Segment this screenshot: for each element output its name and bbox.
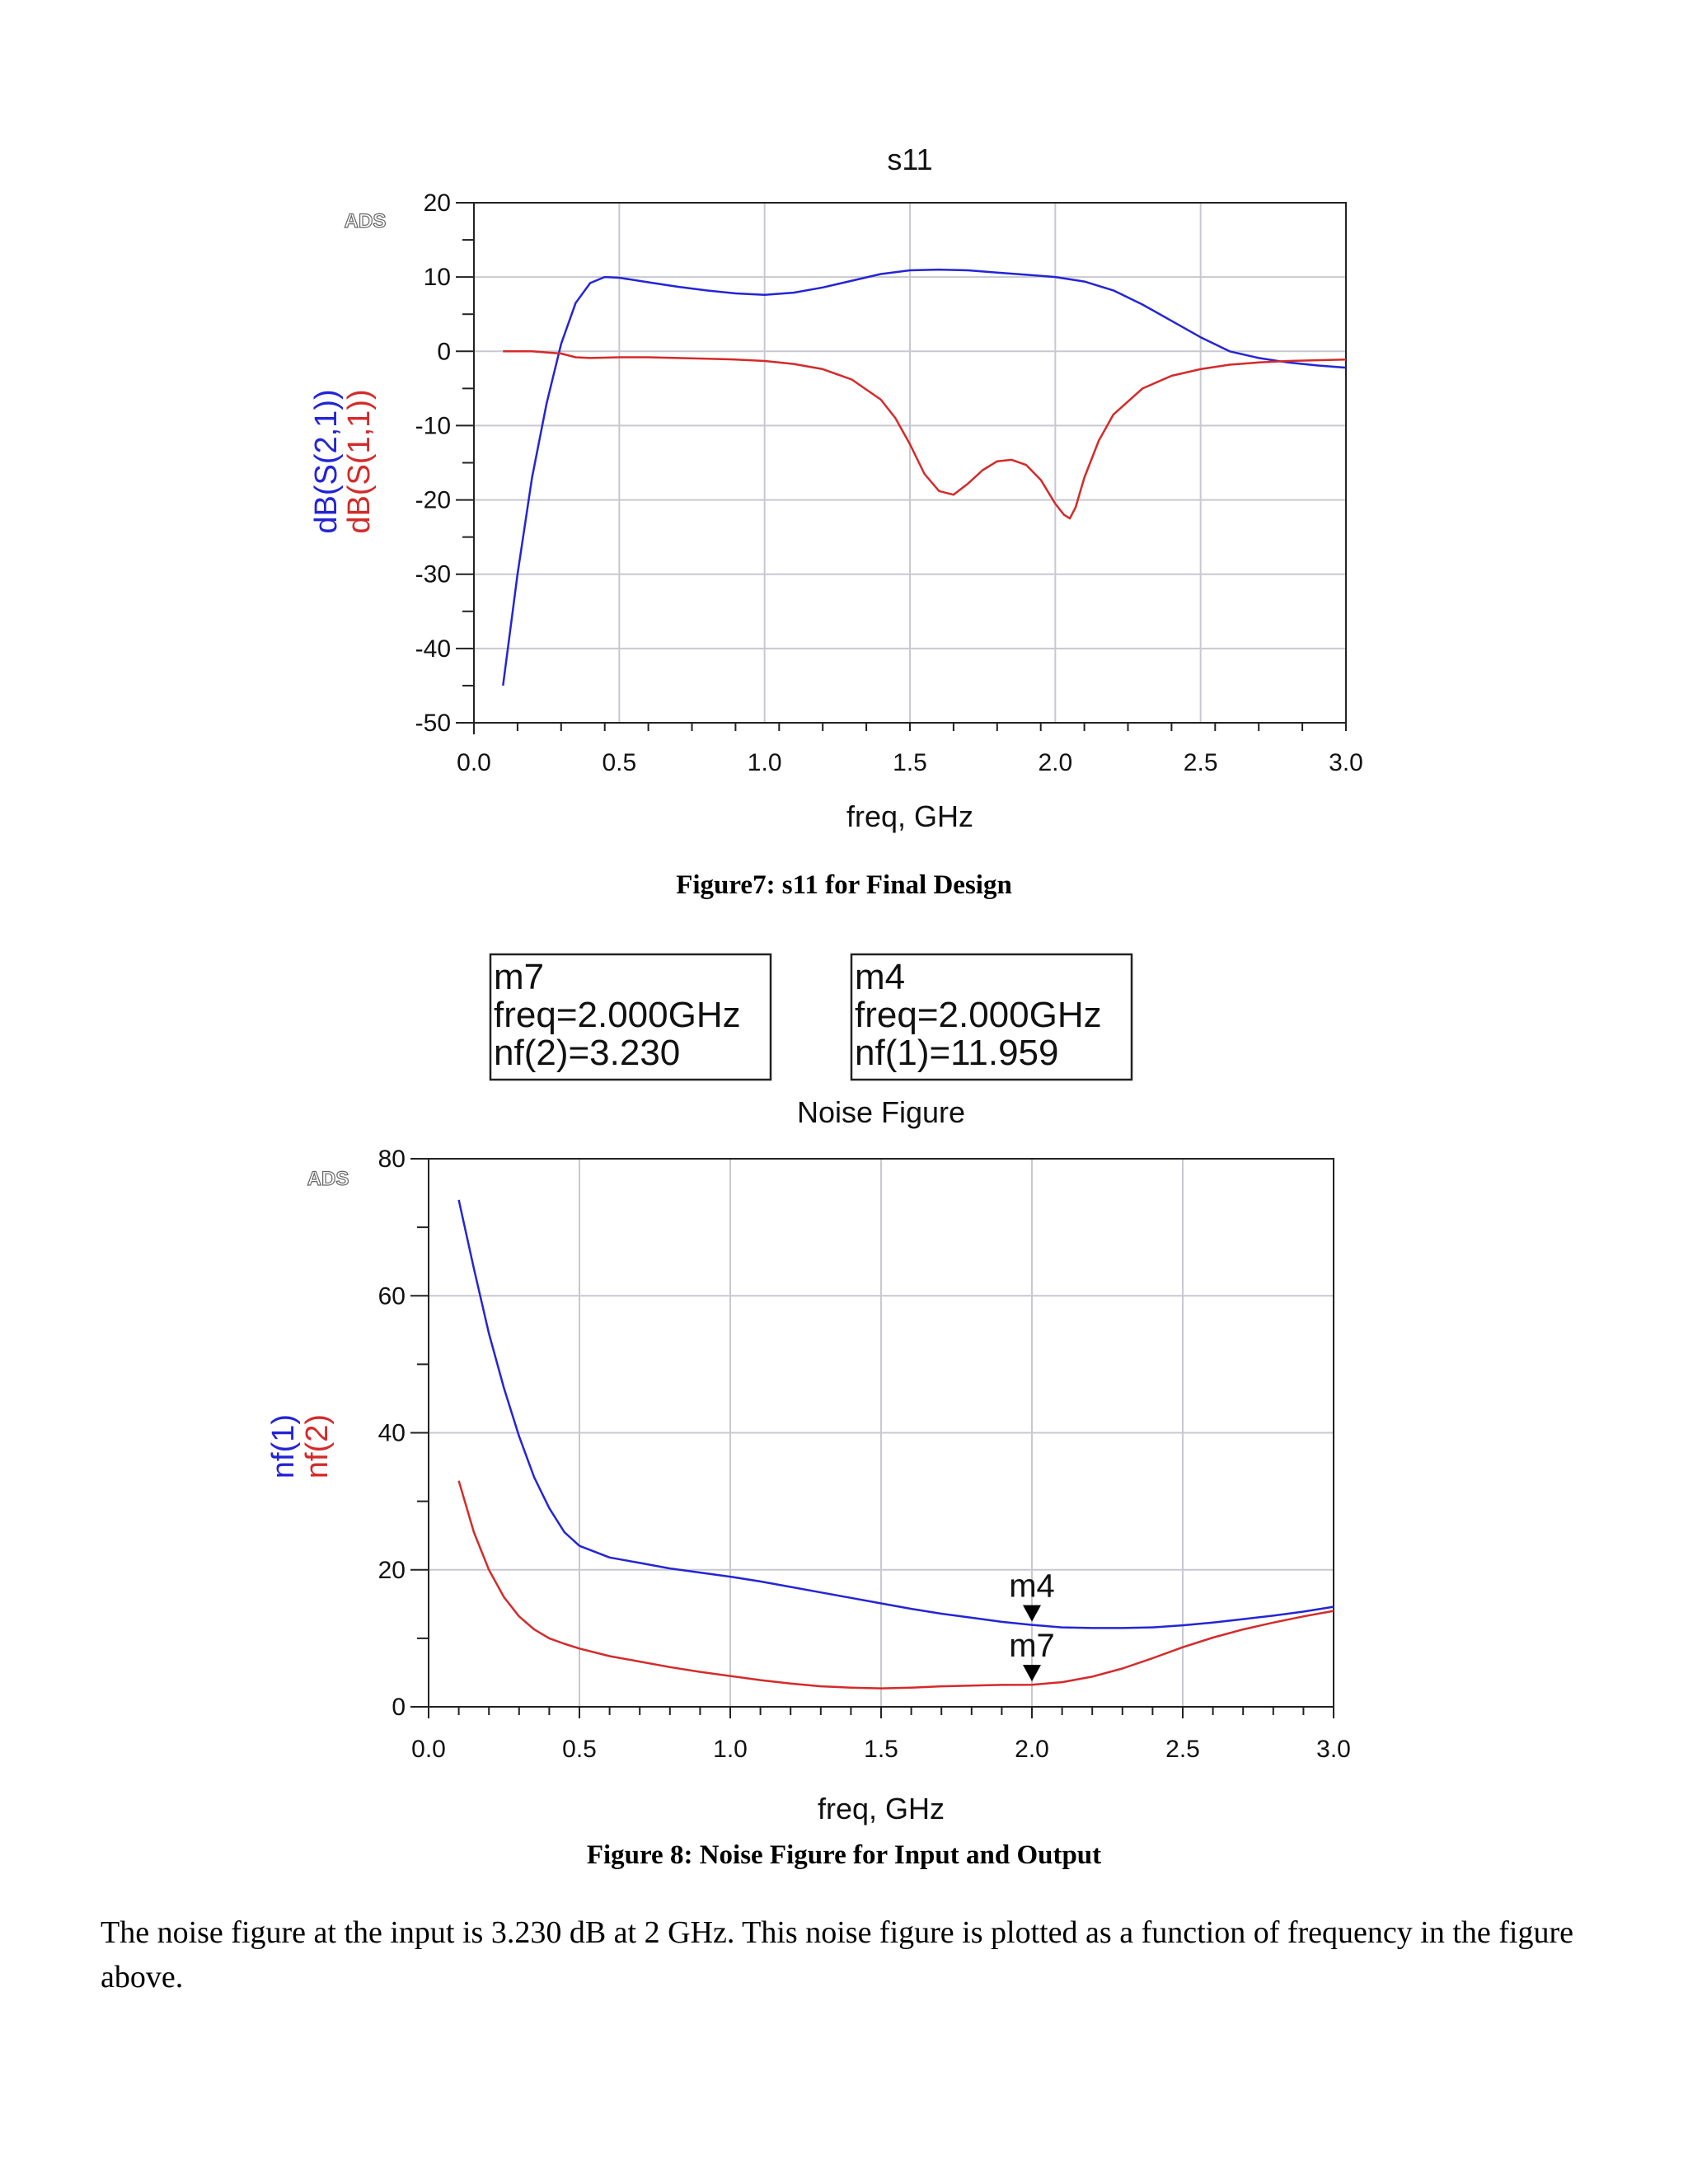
y-tick-label: 60 <box>378 1282 406 1310</box>
series-line-db-s-1-1- <box>503 350 1347 520</box>
series-line-nf-2- <box>457 1480 1334 1690</box>
y-tick-label: 20 <box>424 190 451 217</box>
marker-triangle-m7 <box>1023 1665 1041 1682</box>
y-tick-label: 40 <box>378 1420 406 1447</box>
marker-readout-line: freq=2.000GHz <box>855 995 1102 1035</box>
x-axis-label: freq, GHz <box>846 799 973 833</box>
marker-readout-box-m7 <box>489 953 772 1081</box>
x-tick-label: 0.0 <box>457 749 491 776</box>
marker-readout-box-m4 <box>850 953 1133 1081</box>
marker-label-m4: m4 <box>1009 1568 1055 1605</box>
marker-triangle-m4 <box>1023 1605 1041 1622</box>
marker-readout-line: nf(1)=11.959 <box>855 1033 1058 1073</box>
y-tick-label: 20 <box>378 1557 406 1584</box>
x-tick-label: 2.0 <box>1015 1736 1049 1763</box>
y-tick-label: -10 <box>415 412 451 439</box>
figure7-caption: Figure7: s11 for Final Design <box>676 870 1012 900</box>
x-tick-label: 1.0 <box>748 749 782 776</box>
y-axis-label: dB(S(1,1)) <box>342 389 377 533</box>
x-tick-label: 1.5 <box>893 749 927 776</box>
y-tick-label: -40 <box>415 635 451 663</box>
y-tick-label: -30 <box>415 561 451 588</box>
y-tick-label: -50 <box>415 710 451 737</box>
x-tick-label: 1.0 <box>713 1736 748 1763</box>
x-tick-label: 1.5 <box>864 1736 898 1763</box>
x-tick-label: 3.0 <box>1329 749 1363 776</box>
ads-logo-text: ADS <box>307 1168 349 1190</box>
series-line-db-s-2-1- <box>502 268 1347 687</box>
series-line-nf-1- <box>457 1199 1334 1629</box>
ads-logo-text: ADS <box>345 210 387 232</box>
marker-readout-line: m4 <box>855 957 905 997</box>
y-tick-label: -20 <box>415 487 451 514</box>
y-tick-label: 80 <box>378 1146 406 1173</box>
y-tick-label: 10 <box>424 264 451 291</box>
marker-readout-line: freq=2.000GHz <box>494 995 741 1035</box>
x-tick-label: 0.5 <box>562 1736 597 1763</box>
x-tick-label: 2.5 <box>1184 749 1218 776</box>
y-axis-label: nf(2) <box>300 1414 335 1479</box>
y-axis-label: nf(1) <box>266 1414 301 1479</box>
y-tick-label: 0 <box>437 338 451 365</box>
marker-label-m7: m7 <box>1009 1628 1055 1664</box>
x-tick-label: 0.0 <box>411 1736 446 1763</box>
x-tick-label: 2.0 <box>1038 749 1072 776</box>
chart-title: s11 <box>887 143 932 176</box>
x-axis-label: freq, GHz <box>818 1792 945 1825</box>
y-axis-label: dB(S(2,1)) <box>309 389 344 533</box>
chart-title: Noise Figure <box>797 1095 965 1129</box>
body-paragraph: The noise figure at the input is 3.230 d… <box>101 1915 1573 1994</box>
x-tick-label: 2.5 <box>1165 1736 1200 1763</box>
x-tick-label: 3.0 <box>1316 1736 1351 1763</box>
marker-readout-line: m7 <box>494 957 544 997</box>
figure8-caption: Figure 8: Noise Figure for Input and Out… <box>586 1840 1102 1870</box>
y-tick-label: 0 <box>392 1694 406 1721</box>
marker-readout-line: nf(2)=3.230 <box>494 1033 680 1073</box>
x-tick-label: 0.5 <box>602 749 636 776</box>
